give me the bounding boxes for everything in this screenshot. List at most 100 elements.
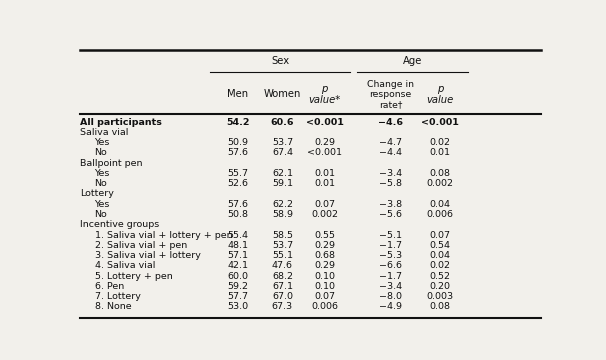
Text: 1. Saliva vial + lottery + pen: 1. Saliva vial + lottery + pen [95, 230, 232, 239]
Text: 60.0: 60.0 [227, 271, 248, 280]
Text: 47.6: 47.6 [272, 261, 293, 270]
Text: 68.2: 68.2 [272, 271, 293, 280]
Text: 0.52: 0.52 [429, 271, 450, 280]
Text: Yes: Yes [95, 200, 110, 209]
Text: 57.6: 57.6 [227, 148, 248, 157]
Text: 55.7: 55.7 [227, 169, 248, 178]
Text: 0.01: 0.01 [314, 179, 335, 188]
Text: 58.9: 58.9 [272, 210, 293, 219]
Text: Women: Women [264, 90, 301, 99]
Text: −4.9: −4.9 [379, 302, 402, 311]
Text: 53.7: 53.7 [272, 138, 293, 147]
Text: 0.10: 0.10 [314, 282, 335, 291]
Text: 53.7: 53.7 [272, 241, 293, 250]
Text: Sex: Sex [271, 56, 289, 66]
Text: 2. Saliva vial + pen: 2. Saliva vial + pen [95, 241, 187, 250]
Text: 67.3: 67.3 [272, 302, 293, 311]
Text: 0.002: 0.002 [311, 210, 338, 219]
Text: Ballpoint pen: Ballpoint pen [81, 159, 143, 168]
Text: 5. Lottery + pen: 5. Lottery + pen [95, 271, 172, 280]
Text: p
value*: p value* [308, 84, 341, 105]
Text: 67.0: 67.0 [272, 292, 293, 301]
Text: Men: Men [227, 90, 248, 99]
Text: p
value: p value [426, 84, 453, 105]
Text: 58.5: 58.5 [272, 230, 293, 239]
Text: 52.6: 52.6 [227, 179, 248, 188]
Text: Yes: Yes [95, 138, 110, 147]
Text: 67.4: 67.4 [272, 148, 293, 157]
Text: 0.08: 0.08 [429, 302, 450, 311]
Text: 48.1: 48.1 [227, 241, 248, 250]
Text: 0.02: 0.02 [429, 261, 450, 270]
Text: 50.9: 50.9 [227, 138, 248, 147]
Text: 55.1: 55.1 [272, 251, 293, 260]
Text: −4.6: −4.6 [378, 118, 403, 127]
Text: 0.10: 0.10 [314, 271, 335, 280]
Text: 55.4: 55.4 [227, 230, 248, 239]
Text: 60.6: 60.6 [271, 118, 294, 127]
Text: −5.3: −5.3 [379, 251, 402, 260]
Text: 42.1: 42.1 [227, 261, 248, 270]
Text: 4. Saliva vial: 4. Saliva vial [95, 261, 155, 270]
Text: 57.7: 57.7 [227, 292, 248, 301]
Text: 57.6: 57.6 [227, 200, 248, 209]
Text: −5.8: −5.8 [379, 179, 402, 188]
Text: 0.20: 0.20 [429, 282, 450, 291]
Text: −1.7: −1.7 [379, 271, 402, 280]
Text: −8.0: −8.0 [379, 292, 402, 301]
Text: 57.1: 57.1 [227, 251, 248, 260]
Text: 0.29: 0.29 [314, 261, 335, 270]
Text: 0.02: 0.02 [429, 138, 450, 147]
Text: −5.1: −5.1 [379, 230, 402, 239]
Text: 59.1: 59.1 [272, 179, 293, 188]
Text: Change in
response
rate†: Change in response rate† [367, 80, 414, 109]
Text: Yes: Yes [95, 169, 110, 178]
Text: 59.2: 59.2 [227, 282, 248, 291]
Text: 8. None: 8. None [95, 302, 131, 311]
Text: 6. Pen: 6. Pen [95, 282, 124, 291]
Text: 62.1: 62.1 [272, 169, 293, 178]
Text: −1.7: −1.7 [379, 241, 402, 250]
Text: −6.6: −6.6 [379, 261, 402, 270]
Text: 0.003: 0.003 [426, 292, 453, 301]
Text: 50.8: 50.8 [227, 210, 248, 219]
Text: −3.8: −3.8 [379, 200, 402, 209]
Text: No: No [95, 179, 107, 188]
Text: 0.68: 0.68 [314, 251, 335, 260]
Text: 7. Lottery: 7. Lottery [95, 292, 141, 301]
Text: 0.002: 0.002 [426, 179, 453, 188]
Text: Age: Age [402, 56, 422, 66]
Text: No: No [95, 210, 107, 219]
Text: −5.6: −5.6 [379, 210, 402, 219]
Text: 0.006: 0.006 [311, 302, 338, 311]
Text: All participants: All participants [81, 118, 162, 127]
Text: Lottery: Lottery [81, 189, 115, 198]
Text: 0.08: 0.08 [429, 169, 450, 178]
Text: 0.07: 0.07 [314, 292, 335, 301]
Text: 0.04: 0.04 [429, 200, 450, 209]
Text: 0.29: 0.29 [314, 138, 335, 147]
Text: <0.001: <0.001 [305, 118, 344, 127]
Text: 0.07: 0.07 [429, 230, 450, 239]
Text: 0.54: 0.54 [429, 241, 450, 250]
Text: Incentive groups: Incentive groups [81, 220, 160, 229]
Text: 0.55: 0.55 [314, 230, 335, 239]
Text: <0.001: <0.001 [307, 148, 342, 157]
Text: 0.29: 0.29 [314, 241, 335, 250]
Text: 0.04: 0.04 [429, 251, 450, 260]
Text: Saliva vial: Saliva vial [81, 128, 129, 137]
Text: 53.0: 53.0 [227, 302, 248, 311]
Text: −4.7: −4.7 [379, 138, 402, 147]
Text: 0.01: 0.01 [429, 148, 450, 157]
Text: −3.4: −3.4 [379, 169, 402, 178]
Text: 62.2: 62.2 [272, 200, 293, 209]
Text: 0.006: 0.006 [426, 210, 453, 219]
Text: 54.2: 54.2 [226, 118, 250, 127]
Text: 3. Saliva vial + lottery: 3. Saliva vial + lottery [95, 251, 201, 260]
Text: No: No [95, 148, 107, 157]
Text: 0.01: 0.01 [314, 169, 335, 178]
Text: <0.001: <0.001 [421, 118, 459, 127]
Text: 67.1: 67.1 [272, 282, 293, 291]
Text: −3.4: −3.4 [379, 282, 402, 291]
Text: 0.07: 0.07 [314, 200, 335, 209]
